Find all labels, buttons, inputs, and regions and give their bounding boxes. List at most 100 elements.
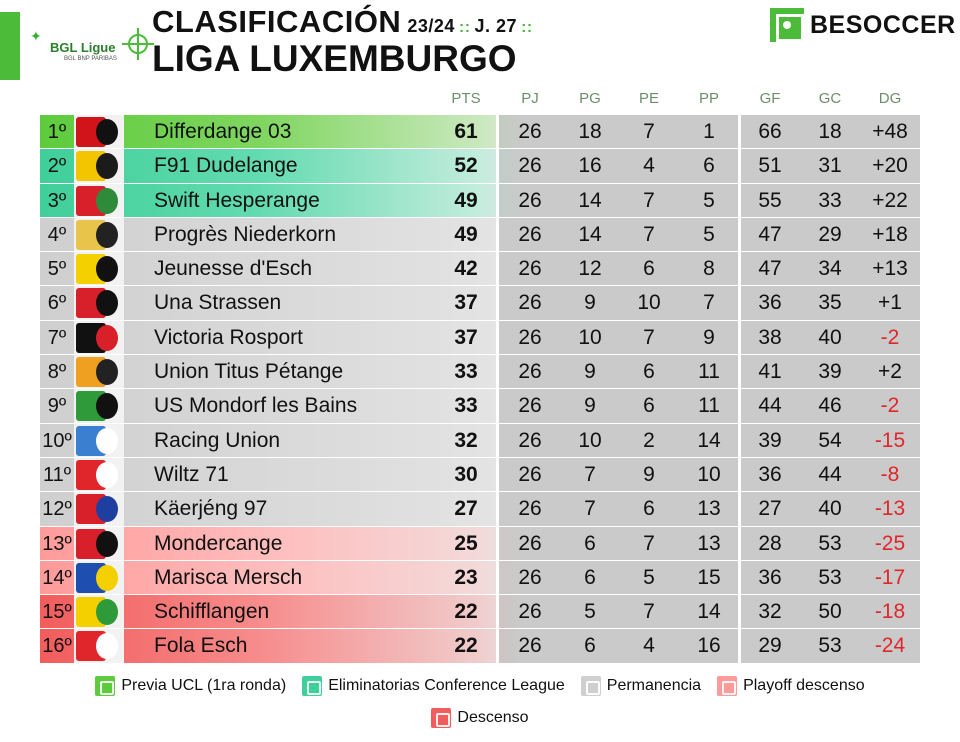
team-crest-icon: [74, 629, 124, 663]
cell-pg: 7: [584, 462, 596, 486]
cell-gc: 31: [818, 154, 842, 178]
crest-shape: [96, 256, 118, 283]
cell-gc: 39: [818, 360, 842, 384]
cell-gc: 44: [818, 462, 842, 486]
legend-item-permanence: Permanencia: [580, 676, 701, 696]
crest-shape: [96, 119, 118, 145]
legend-label: Playoff descenso: [743, 677, 865, 694]
cell-pts: 22: [454, 600, 478, 624]
table-row: 10º Racing Union 32 26 10 2 14 39 54 -15: [40, 423, 921, 458]
cell-gf: 55: [758, 188, 782, 212]
team-crest-icon: [74, 115, 124, 149]
column-divider: [496, 526, 499, 560]
column-divider: [496, 286, 499, 320]
row-stats-background: [499, 526, 920, 560]
team-name: Käerjéng 97: [154, 497, 268, 521]
cell-gf: 39: [758, 428, 782, 452]
column-divider: [738, 183, 741, 217]
star-icon: ✦: [30, 28, 42, 44]
crest-shape: [96, 633, 118, 660]
crest-shape: [96, 427, 118, 454]
cell-gf: 36: [758, 462, 782, 486]
cell-dg: -18: [874, 600, 906, 624]
cell-gf: 66: [758, 120, 782, 143]
cell-pg: 5: [584, 600, 596, 624]
crest-shape: [96, 153, 118, 180]
legend-row: Descenso: [0, 706, 960, 730]
cell-gf: 36: [758, 291, 782, 315]
cell-dg: -17: [874, 565, 906, 589]
cell-pe: 7: [643, 600, 655, 624]
cell-pts: 23: [454, 565, 478, 589]
cell-gc: 54: [818, 428, 842, 452]
position-cell: 1º: [47, 121, 67, 143]
cell-pj: 26: [518, 188, 542, 212]
column-header-gf: GF: [759, 90, 781, 107]
position-cell: 16º: [42, 635, 72, 658]
crest-shape: [96, 290, 118, 317]
team-name: Racing Union: [154, 428, 281, 452]
cell-pg: 6: [584, 531, 596, 555]
legend-label: Descenso: [457, 709, 529, 726]
crest-shape: [96, 530, 118, 557]
cell-pts: 61: [454, 120, 478, 143]
position-cell: 4º: [47, 223, 67, 246]
crest-shape: [96, 564, 118, 591]
cell-pj: 26: [518, 120, 542, 143]
column-divider: [738, 595, 741, 629]
league-logo-text: BGL Ligue: [50, 40, 116, 55]
cell-pts: 25: [454, 531, 478, 555]
team-name: F91 Dudelange: [154, 154, 298, 178]
column-divider: [738, 457, 741, 492]
cell-pp: 8: [703, 257, 715, 281]
team-crest-icon: [74, 595, 124, 629]
column-divider: [738, 217, 741, 252]
cell-pg: 9: [584, 291, 596, 315]
column-divider: [496, 389, 499, 423]
team-crest-icon: [74, 492, 124, 526]
cell-pp: 6: [703, 154, 715, 178]
cell-pts: 22: [454, 634, 478, 658]
matchday-label: J. 27: [474, 16, 518, 36]
table-row: 4º Progrès Niederkorn 49 26 14 7 5 47 29 +18: [40, 217, 921, 253]
team-name: Marisca Mersch: [154, 565, 303, 589]
cell-pts: 33: [454, 360, 478, 384]
team-crest-icon: [74, 320, 124, 355]
cell-gc: 46: [818, 394, 842, 418]
cell-gc: 50: [818, 600, 842, 624]
cell-gc: 34: [818, 257, 842, 281]
cell-pp: 5: [703, 188, 715, 212]
table-row: 16º Fola Esch 22 26 6 4 16 29 53 -24: [40, 629, 921, 664]
cell-gf: 29: [758, 634, 782, 658]
team-crest-icon: [74, 560, 124, 595]
cell-pp: 9: [703, 325, 715, 349]
position-cell: 15º: [42, 601, 72, 624]
page-title: CLASIFICACIÓN 23/24:: J. 27::: [152, 4, 537, 40]
row-stats-background: [499, 320, 920, 355]
cell-dg: +20: [872, 154, 908, 178]
row-stats-background: [499, 492, 920, 526]
position-cell: 8º: [47, 361, 67, 384]
legend-item-playoff: Playoff descenso: [717, 676, 865, 696]
cell-gf: 41: [758, 360, 782, 384]
cell-dg: -2: [880, 325, 900, 349]
cell-pp: 13: [697, 497, 721, 521]
legend-item-relegation: Descenso: [431, 708, 529, 728]
brand-logo: BESOCCER: [770, 8, 956, 42]
cell-pg: 12: [578, 257, 602, 281]
team-crest-icon: [74, 526, 124, 560]
cell-pg: 9: [584, 394, 596, 418]
cell-dg: +18: [872, 222, 908, 246]
team-crest-icon: [74, 457, 124, 492]
column-divider: [738, 355, 741, 389]
table-row: 12º Käerjéng 97 27 26 7 6 13 27 40 -13: [40, 492, 921, 527]
cell-pe: 6: [643, 257, 655, 281]
column-divider: [496, 183, 499, 217]
position-cell: 12º: [42, 498, 72, 521]
position-cell: 2º: [47, 155, 67, 178]
legend-item-ucl: Previa UCL (1ra ronda): [95, 676, 286, 696]
cell-pts: 42: [454, 257, 478, 281]
cell-pg: 7: [584, 497, 596, 521]
legend: Previa UCL (1ra ronda) Eliminatorias Con…: [0, 674, 960, 738]
cell-pe: 6: [643, 497, 655, 521]
